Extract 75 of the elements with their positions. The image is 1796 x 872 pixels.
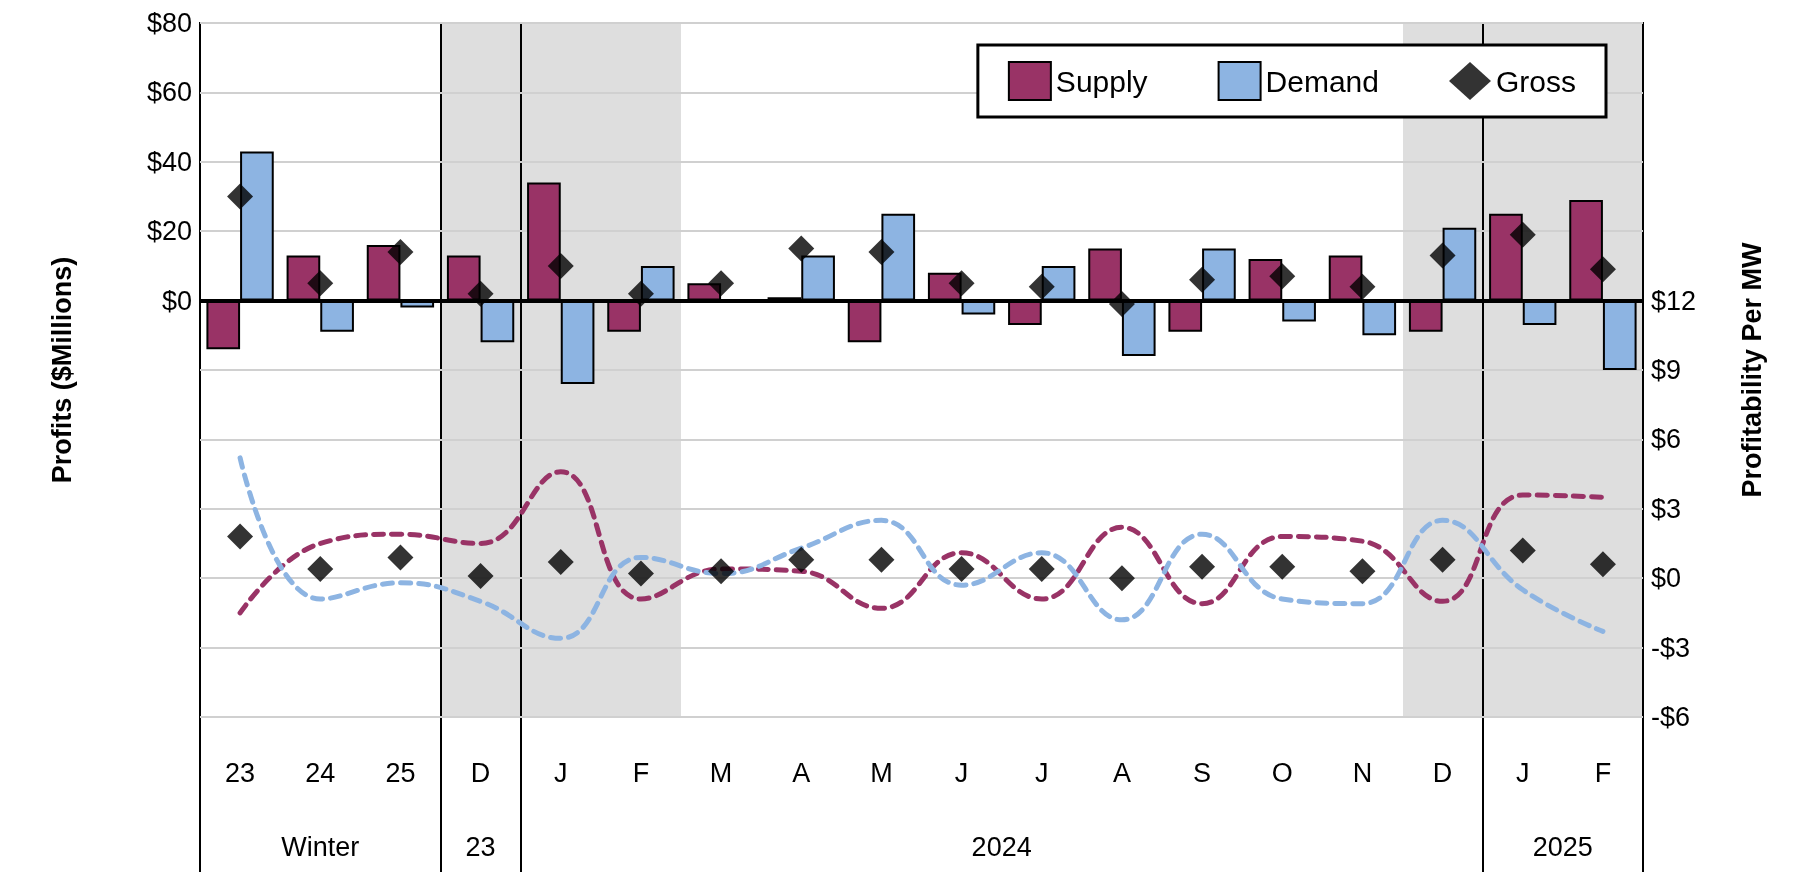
x-tick-label: 24 — [305, 757, 336, 788]
point — [387, 544, 414, 571]
legend-label: Supply — [1055, 64, 1148, 98]
point — [227, 523, 254, 550]
point — [1189, 553, 1216, 580]
point — [387, 239, 414, 266]
text: 2024 — [971, 832, 1032, 862]
y2-tick-label: $9 — [1651, 355, 1682, 385]
point — [708, 270, 735, 297]
point — [1349, 558, 1376, 585]
point — [1028, 555, 1055, 582]
x-tick-label: M — [709, 757, 733, 788]
point — [307, 270, 334, 297]
x-tick-label: 25 — [385, 757, 416, 788]
point — [227, 183, 254, 210]
y2-axis-title: Profitability Per MW — [1736, 241, 1767, 498]
legend-label: Gross — [1495, 64, 1577, 98]
x-tick-label: A — [1112, 757, 1131, 788]
y-tick-label: $20 — [146, 216, 192, 247]
x-tick-label: M — [870, 757, 893, 788]
point — [708, 558, 735, 585]
x-tick-label: N — [1352, 757, 1373, 788]
point — [627, 560, 654, 587]
y-axis-title: Profits ($Millions) — [46, 256, 77, 484]
x-tick-label: J — [554, 757, 568, 788]
point — [868, 239, 895, 266]
point — [547, 549, 574, 576]
point — [307, 555, 334, 582]
point — [547, 252, 574, 279]
y2-tick-label: $0 — [1651, 563, 1682, 594]
x-tick-label: J — [1035, 757, 1049, 788]
x-tick-label: F — [632, 757, 650, 788]
y-tick-label: $40 — [146, 146, 192, 177]
text: Winter — [281, 832, 360, 862]
y2-tick-label: $6 — [1651, 424, 1682, 455]
point — [467, 562, 494, 589]
x-tick-label: O — [1271, 757, 1293, 788]
y2-tick-label: -$6 — [1651, 702, 1691, 732]
legend-label: Demand — [1265, 64, 1379, 98]
x-tick-label: S — [1193, 757, 1212, 788]
point — [1189, 266, 1216, 293]
point — [1269, 263, 1296, 290]
point — [1108, 291, 1135, 318]
x-tick-label: A — [792, 757, 811, 788]
point — [868, 546, 895, 573]
point — [1108, 565, 1135, 592]
y2-tick-label: $3 — [1651, 493, 1682, 524]
point — [1589, 256, 1616, 283]
point — [788, 235, 815, 262]
point — [948, 555, 975, 582]
y2-tick-label: $12 — [1651, 285, 1697, 316]
x-tick-label: D — [470, 757, 491, 788]
point — [788, 546, 815, 573]
x-tick-label: J — [1516, 757, 1530, 788]
y-tick-label: $0 — [161, 285, 192, 316]
point — [948, 270, 975, 297]
y2-tick-label: -$3 — [1651, 632, 1691, 663]
point — [627, 280, 654, 307]
y-tick-label: $80 — [146, 8, 192, 38]
point — [1589, 551, 1616, 578]
x-tick-label: J — [954, 757, 969, 788]
point — [467, 280, 494, 307]
text: 2025 — [1532, 832, 1593, 862]
point — [1429, 242, 1456, 269]
point — [1429, 546, 1456, 573]
point — [1509, 221, 1536, 248]
point — [1269, 553, 1296, 580]
point — [1028, 273, 1055, 300]
point — [1349, 273, 1376, 300]
point — [1509, 537, 1536, 564]
y-tick-label: $60 — [146, 77, 192, 108]
x-tick-label: F — [1594, 757, 1612, 788]
text: 23 — [465, 832, 496, 862]
x-tick-label: D — [1432, 757, 1453, 788]
x-tick-label: 23 — [225, 757, 256, 788]
